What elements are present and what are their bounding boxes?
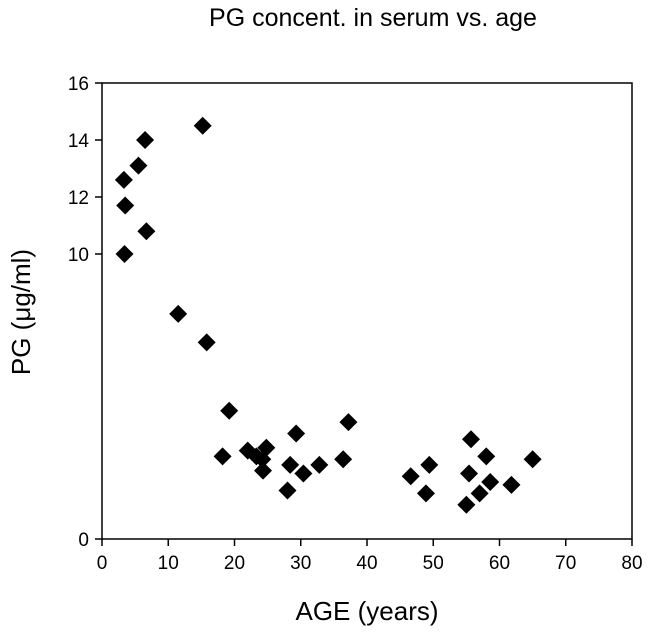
y-axis: 0 10 12 14 16 xyxy=(68,74,102,551)
y-axis-label: PG (μg/ml) xyxy=(6,249,36,375)
data-point-diamond xyxy=(310,455,329,474)
x-axis-label: AGE (years) xyxy=(295,596,438,626)
data-point-diamond xyxy=(502,475,521,494)
data-point-diamond xyxy=(470,484,489,503)
data-point-diamond xyxy=(416,484,435,503)
data-point-diamond xyxy=(220,401,239,420)
data-point-diamond xyxy=(523,450,542,469)
data-point-diamond xyxy=(115,245,134,263)
x-tick-label: 10 xyxy=(158,553,179,574)
data-point-diamond xyxy=(281,455,300,474)
data-point-diamond xyxy=(197,333,216,352)
x-axis: 0 10 20 30 40 50 60 70 80 xyxy=(97,539,643,574)
data-point-diamond xyxy=(481,473,500,491)
data-point-diamond xyxy=(253,461,272,480)
y-tick-label: 12 xyxy=(68,188,89,209)
x-tick-label: 40 xyxy=(356,553,377,574)
data-point-diamond xyxy=(420,455,439,474)
data-point-diamond xyxy=(287,424,306,443)
data-point-diamond xyxy=(193,116,212,135)
x-tick-label: 80 xyxy=(621,553,642,574)
data-point-diamond xyxy=(339,413,358,432)
data-point-diamond xyxy=(457,495,476,514)
data-point-diamond xyxy=(462,430,481,449)
data-point-diamond xyxy=(116,196,135,215)
data-point-diamond xyxy=(136,131,155,149)
data-point-diamond xyxy=(278,481,297,500)
x-tick-label: 60 xyxy=(489,553,510,574)
chart-title: PG concent. in serum vs. age xyxy=(209,4,537,32)
data-point-diamond xyxy=(213,447,232,466)
x-tick-label: 50 xyxy=(423,553,444,574)
data-point-diamond xyxy=(477,447,496,466)
x-tick-label: 20 xyxy=(224,553,245,574)
y-tick-label: 16 xyxy=(68,74,89,95)
data-point-diamond xyxy=(169,304,188,323)
data-point-diamond xyxy=(460,464,479,483)
y-tick-label: 14 xyxy=(68,131,90,152)
y-tick-label: 0 xyxy=(78,530,89,551)
y-tick-label: 10 xyxy=(68,245,89,266)
x-tick-label: 0 xyxy=(97,553,108,574)
data-point-diamond xyxy=(401,467,420,486)
data-point-diamond xyxy=(137,222,156,241)
data-points xyxy=(114,116,542,514)
data-point-diamond xyxy=(114,170,133,189)
data-point-diamond xyxy=(257,438,276,457)
x-tick-label: 30 xyxy=(290,553,311,574)
x-tick-label: 70 xyxy=(555,553,576,574)
data-point-diamond xyxy=(129,156,148,175)
data-point-diamond xyxy=(334,450,353,469)
data-point-diamond xyxy=(294,464,313,483)
